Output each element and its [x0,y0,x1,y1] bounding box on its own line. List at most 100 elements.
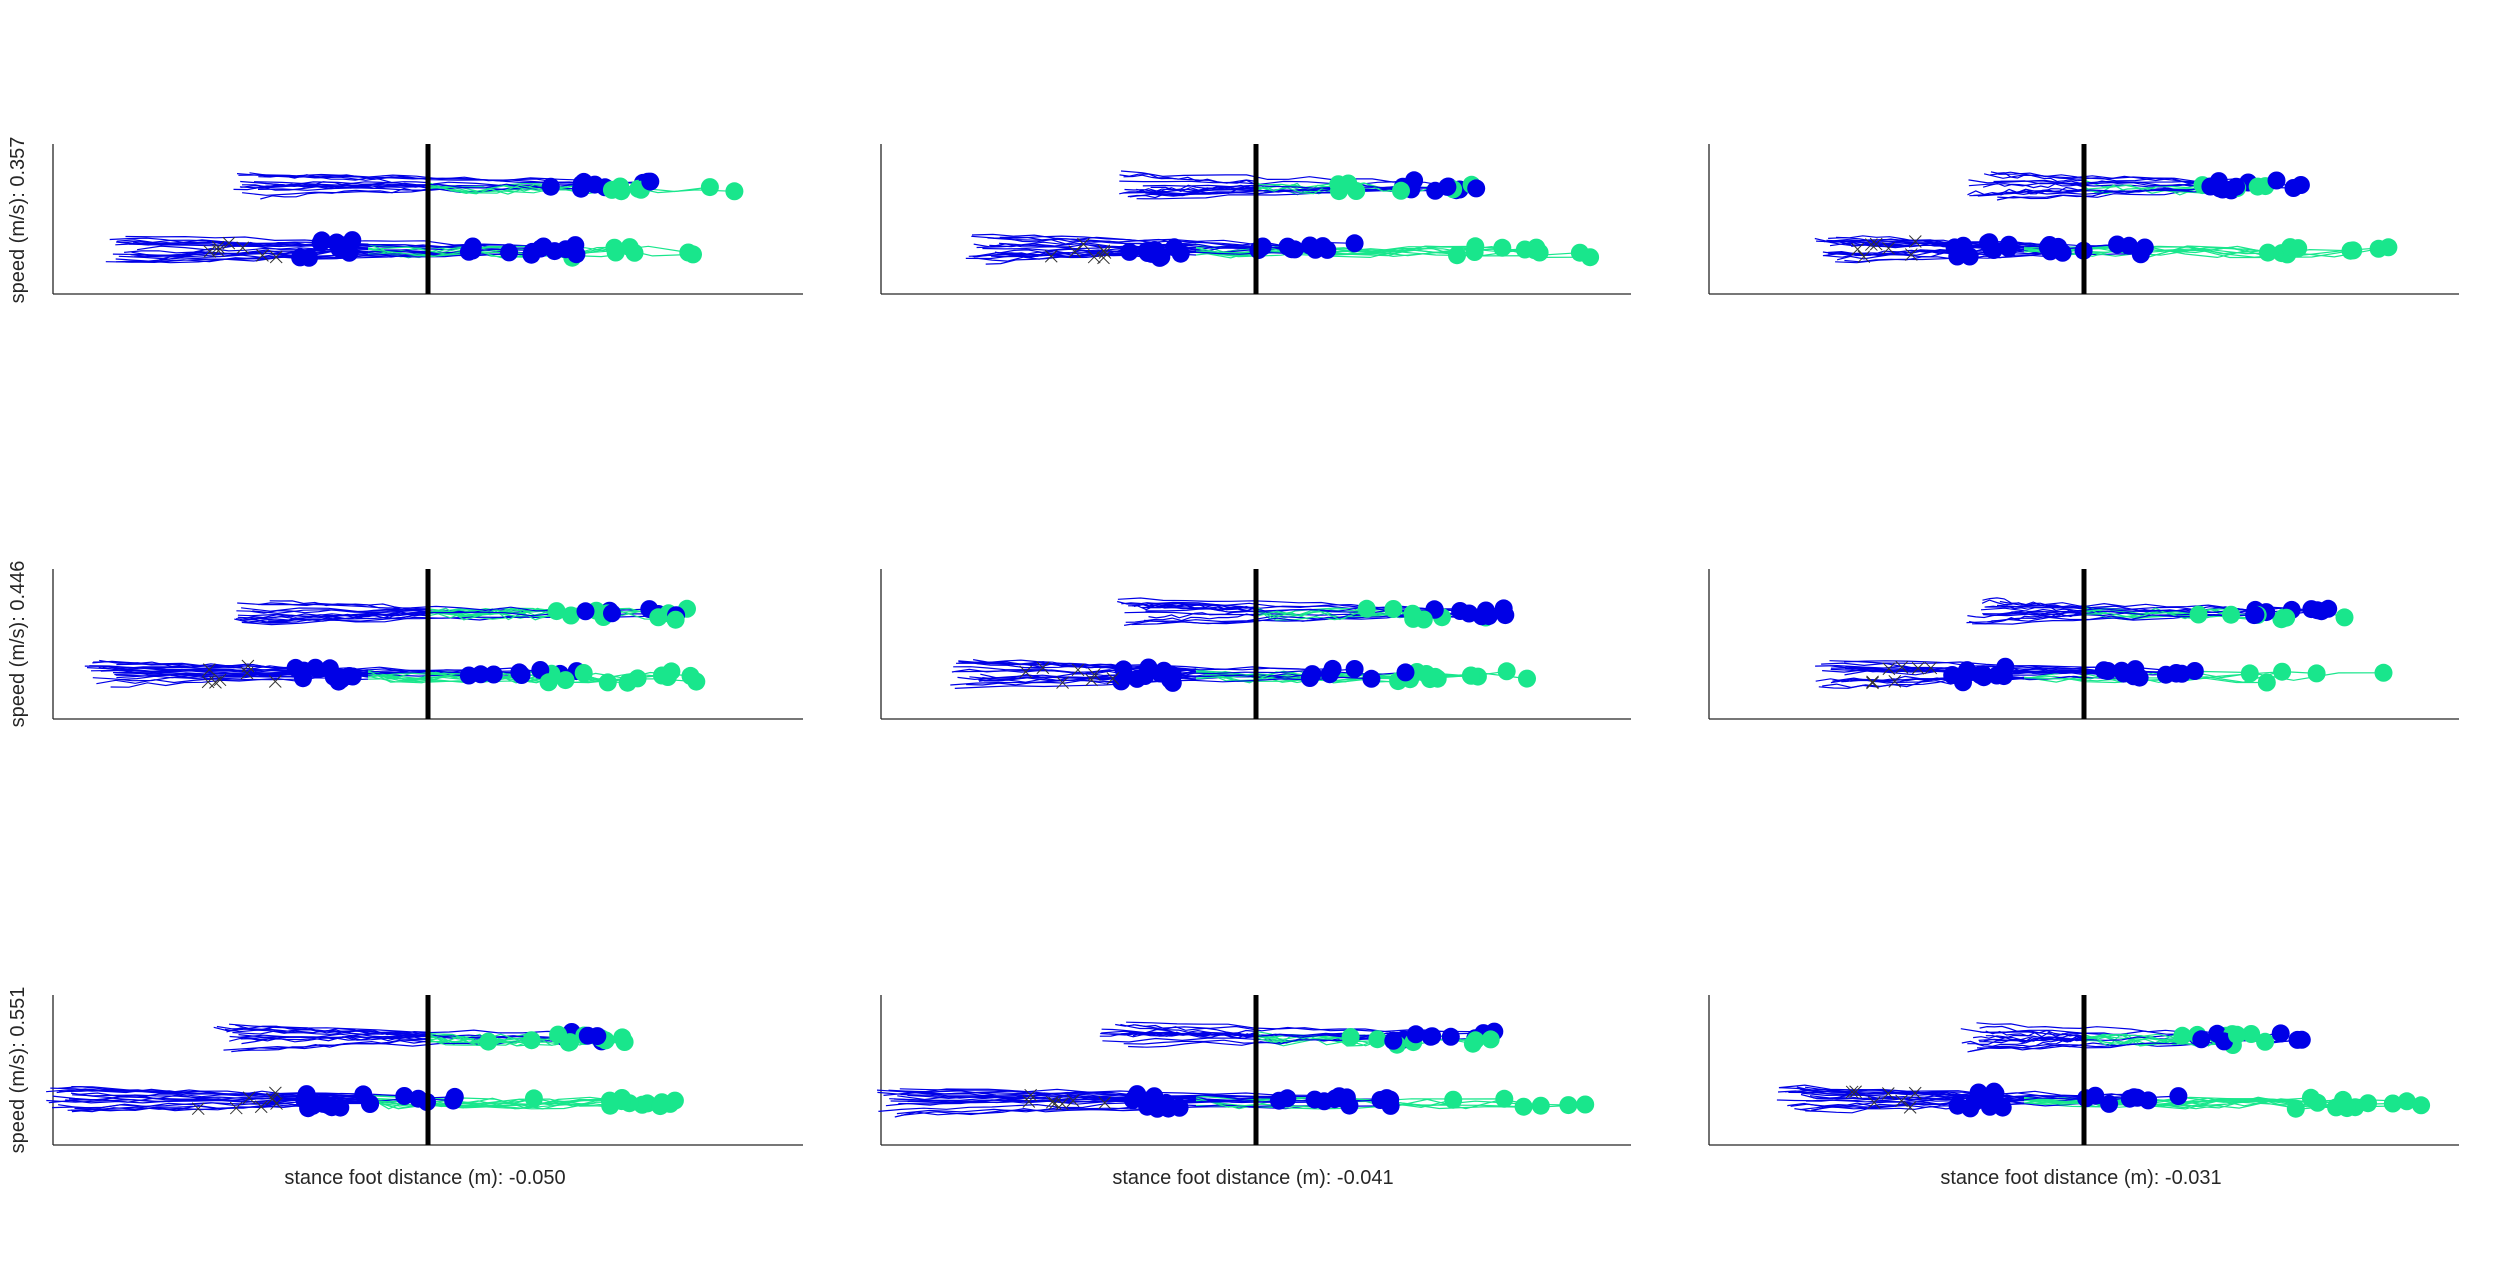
blue-marker [510,663,529,682]
green-marker [598,673,617,692]
blue-trace [899,1088,1341,1099]
blue-trace [86,666,481,675]
blue-marker [1992,1097,2011,1116]
blue-marker [541,177,560,196]
blue-marker [1472,607,1491,626]
blue-marker [2284,179,2303,197]
cross-marker [212,244,225,258]
blue-trace [237,1039,429,1052]
blue-marker [2086,1086,2105,1105]
blue-marker [1384,1031,1403,1050]
blue-trace [92,673,369,682]
blue-trace [1993,180,2211,188]
panel-0-2 [1708,144,2459,295]
green-marker [2173,1026,2192,1045]
green-marker [2286,1099,2305,1118]
blue-marker [343,667,362,686]
blue-trace [1123,174,1257,186]
green-marker [601,1096,620,1115]
green-marker [700,178,719,197]
green-marker [2397,1092,2416,1111]
cross-marker [1098,1096,1112,1110]
blue-marker [1278,237,1297,256]
cross-marker [222,236,236,250]
blue-marker [1960,247,1979,266]
green-trace [1255,606,1368,620]
blue-trace [1844,660,2136,670]
blue-trace [1132,1031,1257,1039]
blue-marker [1999,239,2018,257]
cross-marker [1882,241,1895,255]
blue-marker [1987,666,2006,685]
blue-trace [971,235,1288,248]
blue-marker [1467,179,1486,198]
green-marker [1466,1031,1485,1050]
blue-marker [1441,1027,1460,1046]
green-marker [625,243,644,262]
blue-marker [576,602,595,621]
cross-marker [202,663,216,676]
panel-1-0 [52,569,803,720]
blue-marker [574,172,593,191]
marker-group [191,1023,684,1118]
green-marker [653,666,671,685]
green-marker [522,1031,541,1050]
green-marker [2359,1094,2377,1113]
green-marker [1465,243,1484,261]
blue-marker [522,245,541,264]
green-marker [1357,599,1376,618]
blue-marker [312,233,331,251]
blue-trace [1125,613,1257,623]
blue-marker [2192,1030,2211,1049]
blue-trace [1968,179,2237,188]
cross-marker [1895,660,1909,674]
blue-marker [1345,234,1364,253]
green-marker [547,602,566,621]
blue-marker [1340,1096,1359,1115]
cross-marker [1908,235,1922,248]
green-marker [1525,241,1544,260]
green-marker [2240,664,2259,683]
blue-trace [890,1097,1288,1103]
blue-marker [459,666,478,685]
green-marker [2289,239,2308,258]
green-marker [1368,1030,1387,1049]
cross-marker [269,250,283,264]
green-marker [2242,1025,2261,1043]
blue-marker [324,667,343,686]
col-label-1: stance foot distance (m): -0.041 [1112,1167,1393,1189]
green-marker [2277,608,2296,627]
blue-marker [2271,1024,2290,1043]
blue-marker [319,1096,338,1115]
cross-marker [1845,1085,1859,1099]
green-marker [1414,610,1433,629]
blue-marker [1961,1099,1980,1118]
blue-marker [588,1027,607,1046]
blue-marker [1958,661,1977,680]
green-marker [2273,662,2292,681]
panel-1-1 [880,569,1631,720]
blue-trace [1119,173,1257,184]
blue-marker [2302,600,2321,619]
blue-marker [306,658,325,677]
labels-layer: speed (m/s): 0.357 speed (m/s): 0.446 sp… [7,137,2222,1189]
blue-trace [1967,188,2085,196]
marker-group [1019,599,1536,692]
cross-marker [1895,1094,1908,1108]
blue-marker [1278,1089,1297,1108]
cross-marker [1066,1094,1080,1108]
cross-marker [229,1101,243,1115]
green-marker [606,243,625,262]
green-marker [1392,181,1410,200]
green-trace [427,1033,489,1047]
cross-marker [1044,249,1058,263]
blue-marker [1146,241,1165,260]
green-marker [2189,605,2208,624]
blue-trace [1148,610,1257,619]
blue-marker [2113,662,2132,681]
green-marker [1570,243,1589,262]
green-marker [602,180,621,199]
blue-marker [567,245,586,264]
marker-group [1851,171,2398,266]
green-marker [1417,665,1436,683]
